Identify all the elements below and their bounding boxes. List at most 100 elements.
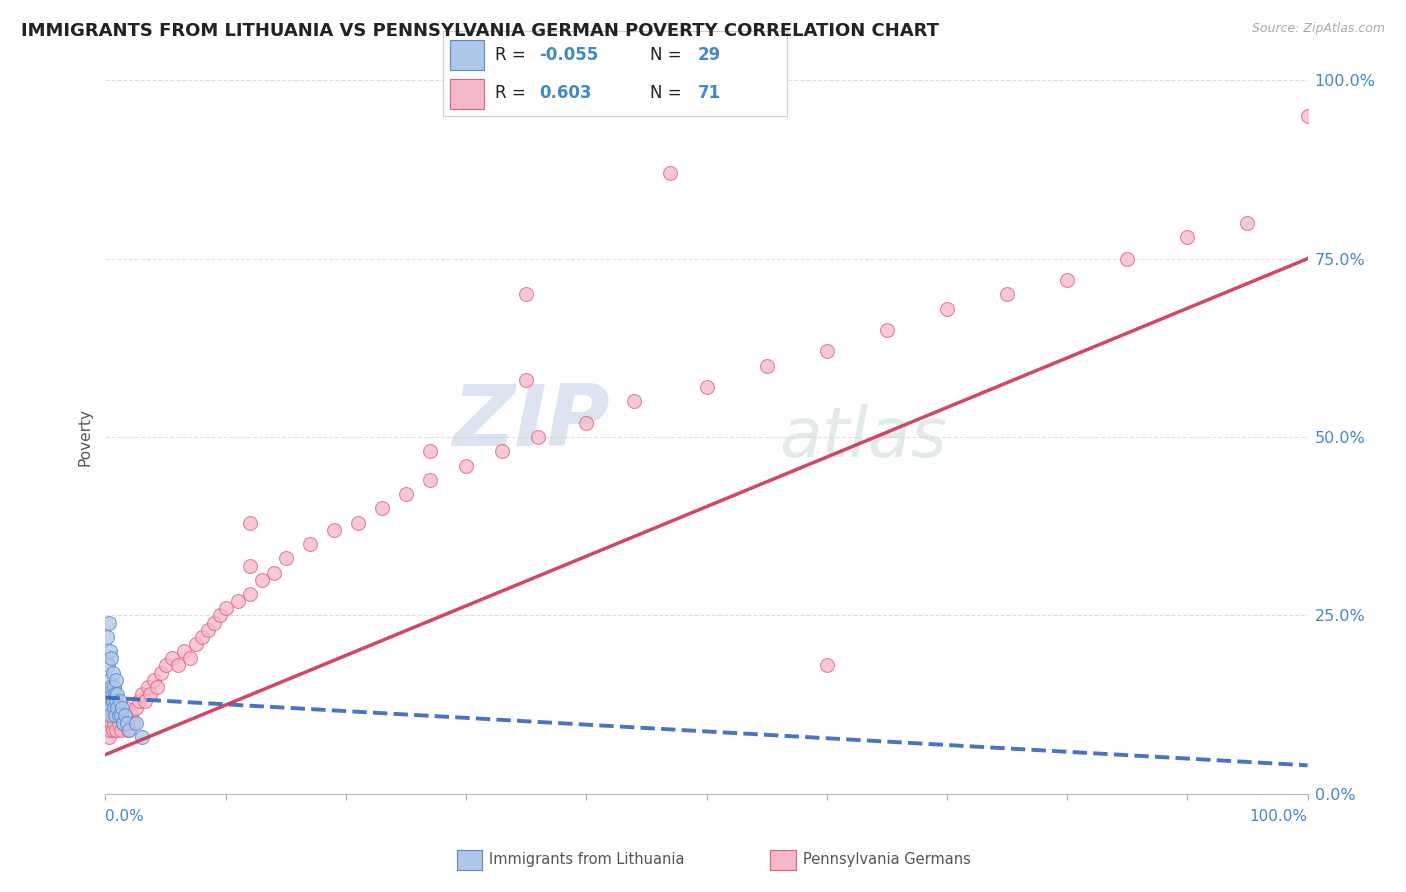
Point — [124, 715, 146, 730]
Point — [395, 487, 418, 501]
Point — [108, 708, 131, 723]
Point — [696, 380, 718, 394]
Point — [107, 708, 129, 723]
Text: R =: R = — [495, 84, 526, 102]
Point — [103, 715, 125, 730]
Point — [1175, 230, 1198, 244]
Point — [101, 687, 124, 701]
Point — [419, 444, 441, 458]
Point — [107, 701, 129, 715]
Point — [117, 723, 139, 737]
Point — [97, 715, 120, 730]
Point — [118, 723, 141, 737]
Point — [322, 523, 344, 537]
Point — [527, 430, 550, 444]
Point — [575, 416, 598, 430]
Point — [1296, 109, 1319, 123]
Text: R =: R = — [495, 46, 526, 64]
Point — [105, 694, 128, 708]
Point — [103, 701, 125, 715]
Text: N =: N = — [650, 84, 681, 102]
Text: Immigrants from Lithuania: Immigrants from Lithuania — [489, 853, 685, 867]
Point — [110, 723, 132, 737]
Point — [98, 723, 121, 737]
Point — [1116, 252, 1139, 266]
Point — [104, 708, 127, 723]
Point — [111, 701, 134, 715]
Point — [298, 537, 321, 551]
Point — [100, 651, 122, 665]
Point — [131, 687, 153, 701]
Text: 100.0%: 100.0% — [1250, 809, 1308, 823]
Text: N =: N = — [650, 46, 681, 64]
Point — [142, 673, 165, 687]
Point — [97, 658, 120, 673]
Point — [103, 680, 125, 694]
Point — [936, 301, 959, 316]
Text: -0.055: -0.055 — [540, 46, 599, 64]
Point — [139, 687, 162, 701]
Point — [122, 715, 145, 730]
Point — [755, 359, 778, 373]
Point — [371, 501, 394, 516]
Point — [155, 658, 177, 673]
Point — [101, 665, 124, 680]
Point — [263, 566, 285, 580]
Point — [239, 558, 262, 573]
Text: 71: 71 — [697, 84, 721, 102]
Text: 29: 29 — [697, 46, 721, 64]
Point — [114, 708, 136, 723]
Point — [166, 658, 188, 673]
Point — [98, 644, 121, 658]
Text: atlas: atlas — [779, 403, 946, 471]
Point — [815, 658, 838, 673]
Point — [96, 630, 118, 644]
Point — [815, 344, 838, 359]
Point — [239, 516, 262, 530]
Point — [179, 651, 201, 665]
Point — [101, 694, 124, 708]
Point — [876, 323, 898, 337]
Point — [995, 287, 1018, 301]
Point — [136, 680, 159, 694]
Bar — [450, 78, 484, 109]
Point — [104, 708, 127, 723]
Point — [515, 287, 537, 301]
Point — [1056, 273, 1078, 287]
Point — [108, 694, 131, 708]
Point — [98, 615, 121, 630]
Point — [98, 673, 121, 687]
Bar — [450, 40, 484, 70]
Point — [515, 373, 537, 387]
Point — [124, 701, 146, 715]
Point — [491, 444, 513, 458]
Point — [160, 651, 183, 665]
Point — [274, 551, 297, 566]
Point — [1236, 216, 1258, 230]
Point — [100, 715, 122, 730]
Point — [128, 694, 150, 708]
Point — [115, 715, 138, 730]
Point — [190, 630, 212, 644]
Point — [98, 730, 121, 744]
Point — [107, 687, 129, 701]
Point — [105, 723, 128, 737]
Point — [226, 594, 249, 608]
Point — [112, 715, 135, 730]
Point — [105, 673, 128, 687]
Point — [250, 573, 273, 587]
Point — [173, 644, 195, 658]
Point — [98, 701, 121, 715]
Point — [107, 715, 129, 730]
Text: ZIP: ZIP — [453, 381, 610, 465]
Point — [96, 701, 118, 715]
Point — [184, 637, 207, 651]
Point — [347, 516, 370, 530]
Text: Pennsylvania Germans: Pennsylvania Germans — [803, 853, 970, 867]
Text: Source: ZipAtlas.com: Source: ZipAtlas.com — [1251, 22, 1385, 36]
Point — [107, 701, 129, 715]
Point — [149, 665, 172, 680]
Text: 0.603: 0.603 — [540, 84, 592, 102]
Point — [454, 458, 477, 473]
Text: IMMIGRANTS FROM LITHUANIA VS PENNSYLVANIA GERMAN POVERTY CORRELATION CHART: IMMIGRANTS FROM LITHUANIA VS PENNSYLVANI… — [21, 22, 939, 40]
